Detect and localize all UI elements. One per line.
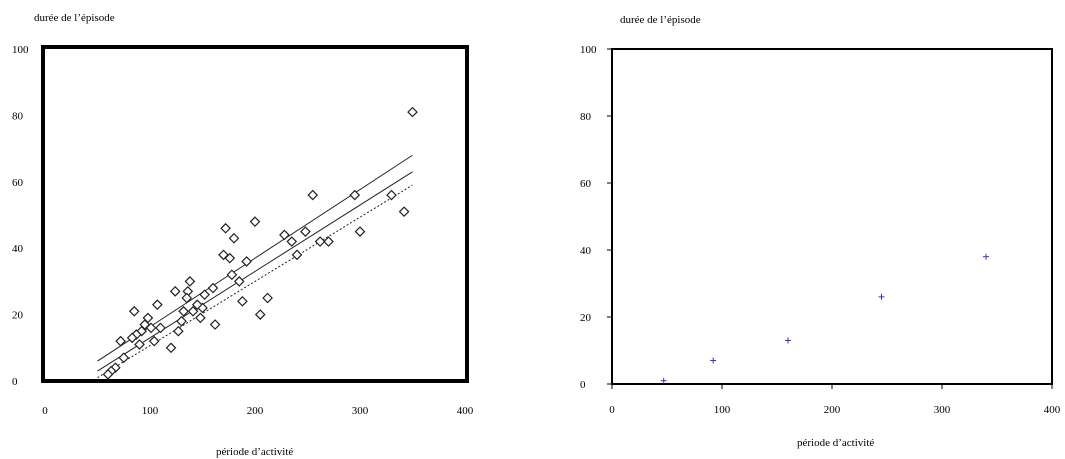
right-x-tick-label: 300: [934, 404, 951, 416]
left-data-point: [191, 299, 203, 310]
left-fit-lines: [97, 154, 413, 379]
right-data-point: [660, 377, 667, 384]
left-data-point: [307, 189, 319, 201]
left-data-point: [184, 276, 196, 287]
left-x-axis-label: période d’activité: [216, 446, 293, 458]
left-data-point: [220, 222, 231, 234]
right-y-tick-label: 60: [580, 178, 592, 190]
left-data-point: [169, 286, 181, 297]
left-y-tick-label: 20: [12, 310, 24, 322]
right-x-tick-label: 200: [824, 404, 841, 416]
right-y-tick-label: 100: [580, 44, 597, 56]
right-y-tick-label: 20: [580, 312, 592, 324]
right-y-tick-label: 0: [580, 379, 586, 391]
right-y-tick-label: 40: [580, 245, 592, 257]
left-data-point: [187, 305, 199, 317]
right-x-tick-labels: 0 100 200 300 400: [609, 404, 1061, 416]
left-data-point: [349, 189, 361, 201]
left-data-point: [237, 295, 248, 307]
left-data-point: [176, 315, 187, 327]
right-data-point: [878, 293, 885, 300]
left-data-point: [148, 335, 160, 347]
right-data-point: [785, 337, 791, 344]
right-y-tick-labels: 0 20 40 60 80 100: [580, 44, 597, 391]
left-data-point: [178, 305, 189, 317]
left-data-point: [386, 189, 397, 201]
left-x-tick-labels: 0 100 200 300 400: [42, 405, 474, 417]
right-x-axis-label: période d’activité: [797, 437, 874, 449]
left-y-tick-label: 60: [12, 177, 24, 189]
right-plot-frame: [611, 48, 1053, 385]
left-data-point: [233, 276, 245, 287]
right-x-tick-label: 400: [1044, 404, 1061, 416]
left-data-point: [134, 339, 145, 350]
right-data-point: [983, 253, 989, 260]
left-y-tick-label: 40: [12, 243, 24, 255]
left-regression-line: [97, 171, 413, 372]
left-y-tick-label: 80: [12, 110, 24, 122]
left-data-point: [115, 335, 126, 347]
left-data-point: [279, 229, 290, 241]
left-data-point: [128, 305, 140, 317]
right-x-tick-label: 100: [714, 404, 731, 416]
left-x-tick-label: 0: [42, 405, 48, 417]
left-data-point: [181, 292, 193, 304]
right-data-point: [710, 357, 717, 364]
left-data-point: [155, 322, 166, 334]
left-data-point: [354, 226, 366, 237]
left-data-point: [209, 319, 221, 330]
left-data-point: [291, 249, 303, 261]
left-data-point: [102, 369, 114, 380]
left-x-tick-label: 200: [247, 405, 264, 417]
left-data-point: [262, 292, 273, 304]
left-data-points: [102, 106, 418, 380]
left-plot-frame: [41, 45, 469, 383]
left-data-point: [199, 289, 210, 301]
left-y-tick-label: 0: [12, 376, 18, 388]
left-data-point: [241, 256, 252, 267]
right-y-tick-label: 80: [580, 111, 592, 123]
right-y-axis-label: durée de l’épisode: [620, 14, 701, 26]
left-data-point: [398, 206, 410, 218]
left-scatter-chart: durée de l’épisode période d’activité 0 2…: [12, 12, 474, 458]
left-data-point: [165, 342, 177, 354]
left-data-point: [254, 309, 266, 320]
right-scatter-chart: durée de l’épisode période d’activité 0 2…: [580, 14, 1061, 449]
left-data-point: [314, 236, 326, 247]
left-data-point: [249, 216, 261, 227]
left-data-point: [218, 249, 229, 261]
left-x-tick-label: 300: [352, 405, 369, 417]
left-data-point: [228, 232, 240, 244]
left-y-tick-labels: 0 20 40 60 80 100: [12, 44, 29, 388]
left-data-point: [195, 312, 206, 324]
left-regression-line: [97, 184, 413, 379]
left-data-point: [226, 269, 238, 281]
left-data-point: [207, 282, 219, 294]
left-data-point: [300, 226, 311, 237]
left-data-point: [126, 332, 138, 344]
left-y-axis-label: durée de l’épisode: [34, 12, 115, 24]
left-data-point: [286, 236, 298, 247]
left-data-point: [323, 236, 334, 247]
left-data-point: [173, 325, 184, 337]
left-data-point: [152, 299, 163, 310]
right-axis-tick-marks: [607, 48, 1053, 389]
right-data-points: [660, 253, 989, 384]
right-x-tick-label: 0: [609, 404, 615, 416]
left-x-tick-label: 100: [142, 405, 159, 417]
left-data-point: [118, 352, 130, 364]
left-data-point: [407, 106, 418, 118]
left-y-tick-label: 100: [12, 44, 29, 56]
left-x-tick-label: 400: [457, 405, 474, 417]
